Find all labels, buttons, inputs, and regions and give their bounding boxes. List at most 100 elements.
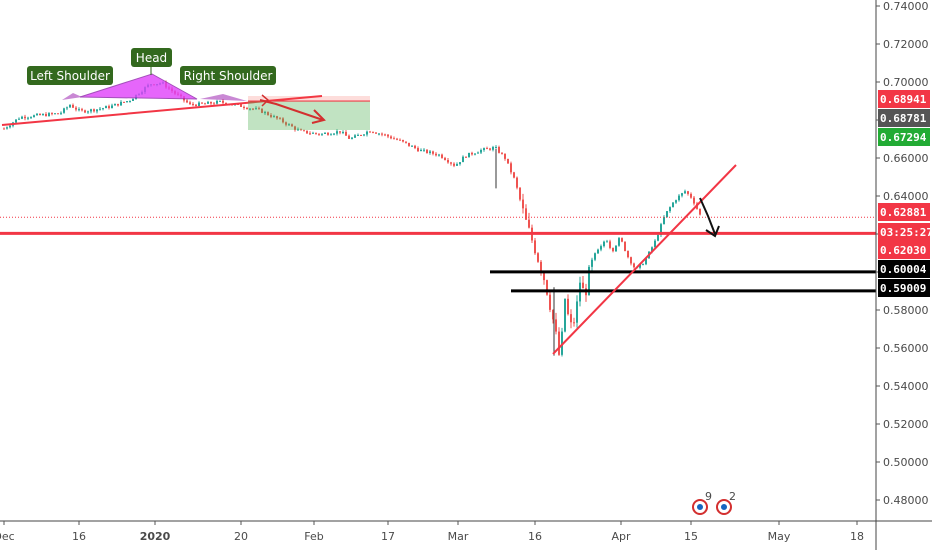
- pattern-label-box: [180, 66, 276, 85]
- candle-body: [642, 264, 644, 266]
- candle-body: [252, 108, 254, 110]
- price-axis[interactable]: 0.740000.720000.700000.680000.660000.640…: [875, 0, 932, 550]
- candle-body: [495, 146, 497, 148]
- candle-body: [186, 100, 188, 103]
- candle-body: [654, 240, 656, 248]
- candle-body: [555, 319, 557, 332]
- candle-body: [117, 103, 119, 106]
- candle-body: [540, 261, 542, 273]
- pattern-label-box: [27, 66, 113, 85]
- candle-body: [396, 138, 398, 140]
- candle-body: [609, 241, 611, 248]
- price-badge: [878, 223, 930, 241]
- price-tick-label: 0.50000: [883, 456, 929, 469]
- price-badge: [878, 203, 930, 221]
- candle-body: [474, 153, 476, 155]
- candle-body: [435, 153, 437, 156]
- trendline: [552, 164, 737, 355]
- candle-body: [108, 106, 110, 109]
- candle-body: [507, 158, 509, 164]
- candle-body: [630, 257, 632, 264]
- candle-body: [327, 132, 329, 135]
- candle-body: [471, 152, 473, 155]
- price-badge-label: 0.68941: [880, 93, 927, 106]
- candle-body: [24, 116, 26, 119]
- candle-body: [594, 253, 596, 260]
- candle-body: [270, 115, 272, 117]
- candle-body: [261, 108, 263, 113]
- candle-body: [258, 108, 260, 110]
- candle-body: [267, 112, 269, 116]
- time-axis[interactable]: Dec16202020Feb17Mar16Apr15May18: [0, 520, 932, 543]
- price-tick-label: 0.64000: [883, 190, 929, 203]
- price-badge: [878, 279, 930, 297]
- price-badge: [878, 128, 930, 146]
- candle-body: [255, 108, 257, 110]
- candle-body: [459, 162, 461, 165]
- candle-body: [246, 107, 248, 110]
- candle-body: [582, 282, 584, 289]
- candle-body: [561, 331, 563, 355]
- candle-body: [633, 263, 635, 268]
- candle-body: [483, 148, 485, 150]
- left-shoulder-shape: [62, 93, 82, 100]
- candle-body: [54, 113, 56, 115]
- candle-body: [366, 131, 368, 135]
- candle-body: [690, 193, 692, 198]
- candle-body: [564, 298, 566, 332]
- candle-body: [456, 164, 458, 166]
- candle-body: [606, 241, 608, 243]
- candle-body: [423, 149, 425, 151]
- candle-body: [354, 135, 356, 138]
- bearish-arrow: [699, 197, 716, 235]
- candle-body: [105, 106, 107, 109]
- price-badge-label: 0.60004: [880, 263, 927, 276]
- candle-body: [411, 145, 413, 147]
- candle-body: [528, 219, 530, 228]
- candle-body: [522, 199, 524, 209]
- price-badge-label: 03:25:27: [880, 226, 932, 239]
- candle-body: [207, 101, 209, 104]
- candle-body: [600, 246, 602, 250]
- candle-body: [465, 156, 467, 158]
- candle-body: [342, 131, 344, 133]
- candle-body: [657, 234, 659, 241]
- event-count: 2: [729, 490, 736, 503]
- candle-body: [69, 104, 71, 108]
- candle-body: [390, 136, 392, 139]
- candle-body: [81, 109, 83, 111]
- candle-body: [357, 134, 359, 136]
- price-tick-label: 0.74000: [883, 0, 929, 13]
- candle-body: [372, 131, 374, 133]
- candle-body: [513, 172, 515, 178]
- candle-body: [204, 103, 206, 105]
- candle-body: [111, 105, 113, 109]
- candle-body: [213, 103, 215, 105]
- candle-body: [510, 163, 512, 173]
- candle-body: [120, 101, 122, 106]
- time-tick-label: 16: [528, 530, 542, 543]
- candle-body: [78, 109, 80, 111]
- price-badge-label: 0.62030: [880, 244, 926, 257]
- price-tick-label: 0.52000: [883, 418, 929, 431]
- candle-body: [360, 134, 362, 136]
- candle-body: [243, 106, 245, 108]
- candle-body: [534, 240, 536, 254]
- candle-body: [660, 224, 662, 235]
- candle-body: [417, 148, 419, 152]
- candle-body: [63, 108, 65, 113]
- time-tick-label: 2020: [140, 530, 171, 543]
- candle-body: [591, 259, 593, 267]
- candle-body: [90, 109, 92, 112]
- time-tick-label: Mar: [448, 530, 469, 543]
- candle-body: [375, 132, 377, 134]
- candle-body: [666, 211, 668, 218]
- candle-body: [546, 280, 548, 295]
- candle-body: [201, 102, 203, 104]
- candle-body: [687, 191, 689, 194]
- candle-body: [624, 241, 626, 251]
- candle-body: [516, 177, 518, 188]
- candle-body: [369, 131, 371, 133]
